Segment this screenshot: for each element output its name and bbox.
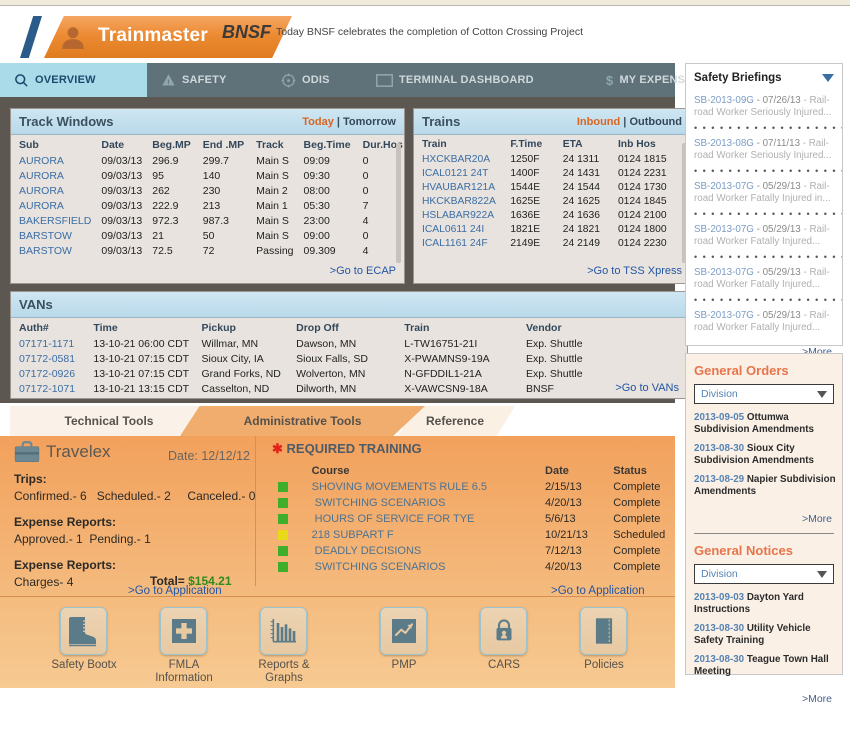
svg-text:!: !: [167, 79, 169, 86]
